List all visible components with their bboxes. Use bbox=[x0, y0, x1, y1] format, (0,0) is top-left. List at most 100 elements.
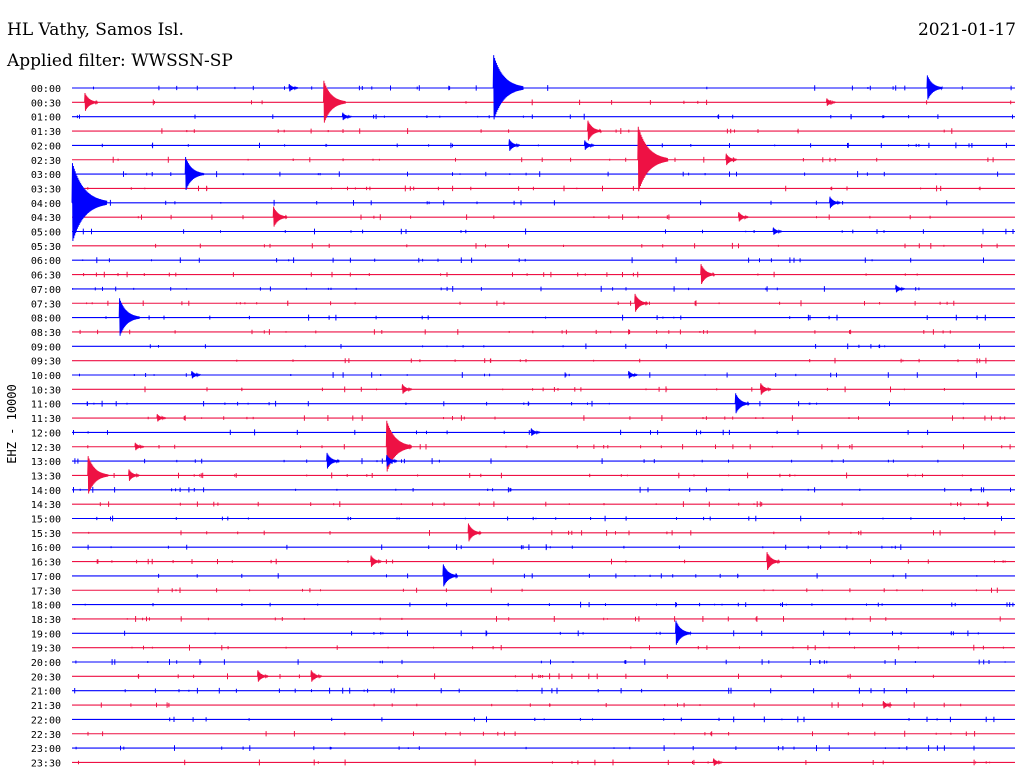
seismic-event bbox=[825, 98, 836, 106]
row-time-label: 03:30 bbox=[31, 184, 61, 195]
seismic-event bbox=[442, 564, 459, 587]
trace-noise bbox=[101, 142, 1007, 149]
row-time-label: 04:30 bbox=[31, 213, 61, 224]
seismic-event bbox=[401, 384, 413, 394]
trace-noise bbox=[84, 601, 1014, 608]
trace-noise bbox=[96, 558, 1006, 565]
seismic-event bbox=[926, 75, 944, 100]
seismic-event bbox=[766, 552, 781, 571]
row-time-label: 13:30 bbox=[31, 471, 61, 482]
trace-noise bbox=[82, 228, 1014, 235]
seismic-event bbox=[87, 456, 109, 494]
trace-noise bbox=[236, 357, 987, 364]
row-time-label: 15:00 bbox=[31, 515, 61, 526]
trace-noise bbox=[73, 429, 929, 436]
trace-noise bbox=[86, 300, 955, 307]
filter-label: Applied filter: WWSSN-SP bbox=[7, 51, 233, 71]
seismic-event bbox=[895, 284, 906, 293]
trace-noise bbox=[75, 659, 1006, 665]
trace-noise bbox=[72, 285, 920, 292]
seismic-event bbox=[71, 163, 108, 242]
row-time-label: 19:00 bbox=[31, 629, 61, 640]
row-time-label: 02:30 bbox=[31, 156, 61, 167]
row-time-label: 08:30 bbox=[31, 328, 61, 339]
seismic-event bbox=[385, 420, 412, 472]
row-time-label: 09:30 bbox=[31, 357, 61, 368]
row-time-label: 07:00 bbox=[31, 285, 61, 296]
row-time-label: 14:30 bbox=[31, 500, 61, 511]
row-time-label: 07:30 bbox=[31, 299, 61, 310]
row-time-label: 19:30 bbox=[31, 644, 61, 655]
trace-noise bbox=[76, 113, 1013, 120]
seismic-event bbox=[737, 212, 749, 222]
row-time-label: 15:30 bbox=[31, 529, 61, 540]
seismic-event bbox=[118, 298, 141, 336]
row-time-label: 03:00 bbox=[31, 170, 61, 181]
row-time-label: 04:00 bbox=[31, 199, 61, 210]
row-time-label: 13:00 bbox=[31, 457, 61, 468]
seismic-event bbox=[587, 120, 602, 141]
seismic-event bbox=[326, 452, 340, 469]
seismic-event bbox=[84, 92, 99, 111]
row-time-label: 20:00 bbox=[31, 658, 61, 669]
station-title: HL Vathy, Samos Isl. bbox=[7, 20, 184, 40]
trace-noise bbox=[161, 128, 953, 134]
row-time-label: 01:00 bbox=[31, 113, 61, 124]
row-time-label: 21:00 bbox=[31, 687, 61, 698]
seismic-event bbox=[700, 264, 716, 285]
trace-noise bbox=[100, 702, 962, 708]
trace-noise bbox=[78, 759, 991, 766]
trace-noise bbox=[79, 372, 977, 378]
row-time-label: 17:00 bbox=[31, 572, 61, 583]
row-time-label: 22:00 bbox=[31, 715, 61, 726]
trace-noise bbox=[96, 515, 1002, 522]
trace-noise bbox=[105, 314, 986, 321]
seismic-event bbox=[128, 469, 140, 481]
row-time-label: 06:00 bbox=[31, 256, 61, 267]
row-time-label: 00:30 bbox=[31, 98, 61, 109]
trace-noise bbox=[147, 415, 1006, 421]
row-time-label: 16:30 bbox=[31, 558, 61, 569]
trace-noise bbox=[82, 257, 984, 264]
row-time-label: 14:00 bbox=[31, 486, 61, 497]
seismic-event bbox=[467, 523, 482, 542]
seismic-event bbox=[530, 428, 541, 436]
row-time-label: 05:00 bbox=[31, 228, 61, 239]
trace-noise bbox=[86, 400, 964, 407]
row-time-label: 12:30 bbox=[31, 443, 61, 454]
row-time-label: 01:30 bbox=[31, 127, 61, 138]
row-time-label: 18:30 bbox=[31, 615, 61, 626]
trace-noise bbox=[113, 472, 963, 479]
row-time-label: 08:00 bbox=[31, 314, 61, 325]
trace-noise bbox=[144, 386, 945, 393]
seismic-event bbox=[184, 156, 205, 191]
row-time-label: 00:00 bbox=[31, 84, 61, 95]
seismic-event bbox=[310, 670, 323, 682]
seismic-event bbox=[637, 126, 669, 192]
seismic-event bbox=[508, 139, 521, 151]
seismic-event bbox=[725, 153, 738, 166]
seismic-event bbox=[257, 670, 269, 682]
trace-noise bbox=[131, 644, 1004, 651]
seismic-event bbox=[634, 293, 649, 312]
seismic-event bbox=[734, 393, 750, 414]
row-time-label: 16:00 bbox=[31, 543, 61, 554]
row-time-label: 20:30 bbox=[31, 672, 61, 683]
trace-noise bbox=[158, 573, 978, 579]
row-time-label: 05:30 bbox=[31, 242, 61, 253]
seismic-event bbox=[627, 370, 638, 379]
seismic-event bbox=[134, 442, 145, 451]
trace-noise bbox=[87, 730, 976, 737]
seismic-event bbox=[385, 454, 398, 467]
seismic-event bbox=[272, 206, 288, 227]
trace-noise bbox=[157, 587, 998, 593]
trace-noise bbox=[83, 271, 918, 278]
row-time-label: 21:30 bbox=[31, 701, 61, 712]
trace-noise bbox=[87, 544, 902, 551]
row-time-label: 22:30 bbox=[31, 730, 61, 741]
seismic-event bbox=[156, 414, 167, 422]
row-time-label: 10:30 bbox=[31, 385, 61, 396]
seismic-event bbox=[323, 80, 346, 123]
